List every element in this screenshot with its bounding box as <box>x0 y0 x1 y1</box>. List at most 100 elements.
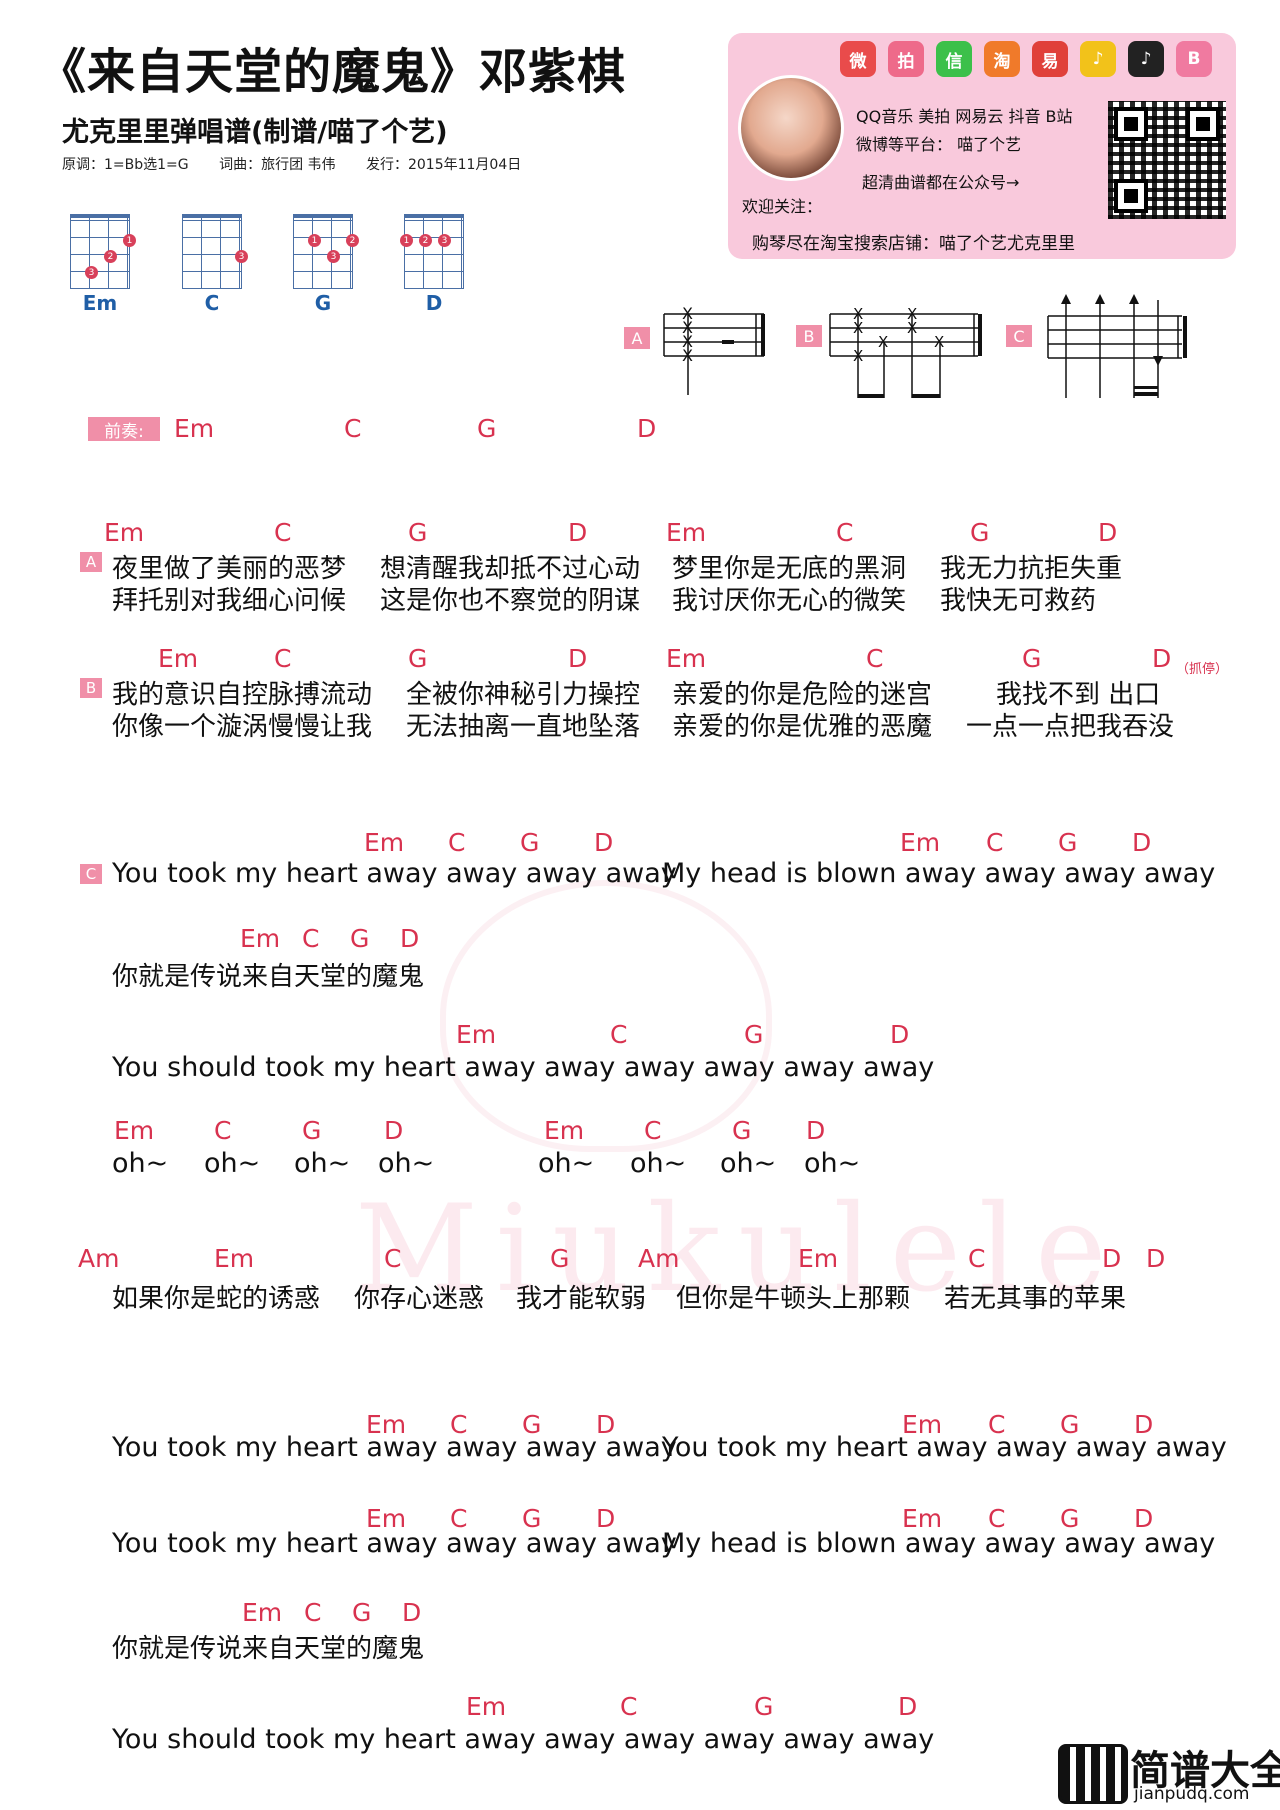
qr-code[interactable] <box>1108 101 1226 219</box>
chord: Em <box>104 518 145 547</box>
intro-label: 前奏: <box>88 417 160 442</box>
lyric: 若无其事的苹果 <box>944 1284 1127 1314</box>
chord: Em <box>902 1410 943 1439</box>
chord: Em <box>366 1504 407 1533</box>
shop-line: 购琴尽在淘宝搜索店铺：喵了个艺尤克里里 <box>752 234 1075 254</box>
strum-label-b: B <box>796 325 822 347</box>
chord: D <box>402 1598 422 1627</box>
lyric: 我才能软弱 <box>516 1284 647 1314</box>
chord: Em <box>900 828 941 857</box>
lyric: 你存心迷惑 <box>354 1284 485 1314</box>
piano-keys-icon <box>1058 1744 1128 1804</box>
lyric: oh~ <box>720 1148 777 1179</box>
lyric: You took my heart away away away away <box>112 1432 677 1463</box>
chord: C <box>968 1244 986 1273</box>
douyin-icon[interactable]: ♪ <box>1128 41 1164 77</box>
weibo-line: 微博等平台： 喵了个艺 <box>856 135 1022 154</box>
chord: G <box>744 1020 764 1049</box>
taobao-icon[interactable]: 淘 <box>984 41 1020 77</box>
lyric: 梦里你是无底的黑洞 <box>672 554 907 584</box>
lyric: My head is blown away away away away <box>662 858 1216 889</box>
lyric: 如果你是蛇的诱惑 <box>112 1284 321 1314</box>
chord-diagram-c: 3 C <box>182 214 248 315</box>
chord: Em <box>174 414 215 443</box>
lyric: 无法抽离一直地坠落 <box>406 712 641 742</box>
lyric: 拜托别对我细心问候 <box>112 586 347 616</box>
bilibili-icon[interactable]: B <box>1176 41 1212 77</box>
chord: G <box>754 1692 774 1721</box>
lyric: 想清醒我却抵不过心动 <box>380 554 641 584</box>
chord: C <box>450 1504 468 1533</box>
chord: D <box>898 1692 918 1721</box>
svg-text:X: X <box>682 304 693 323</box>
chord: D <box>1152 644 1172 673</box>
chord: D <box>1134 1504 1154 1533</box>
lyric: oh~ <box>204 1148 261 1179</box>
chord: D <box>596 1410 616 1439</box>
section-label-c: C <box>80 864 102 884</box>
lyric: 你就是传说来自天堂的魔鬼 <box>112 1634 425 1664</box>
song-meta: 原调：1=Bb选1=G 词曲：旅行团 韦伟 发行：2015年11月04日 <box>62 154 547 174</box>
lyric: oh~ <box>538 1148 595 1179</box>
chord: D <box>384 1116 404 1145</box>
chord: D <box>1146 1244 1166 1273</box>
wechat-icon[interactable]: 信 <box>936 41 972 77</box>
chord: C <box>448 828 466 857</box>
svg-text:X: X <box>853 319 863 337</box>
lyric: oh~ <box>294 1148 351 1179</box>
chord: Em <box>158 644 199 673</box>
chord: G <box>408 518 428 547</box>
lyric: 夜里做了美丽的恶梦 <box>112 554 347 584</box>
chord-diagram-g: 1 2 3 G <box>293 214 359 315</box>
qqmusic-icon[interactable]: ♪ <box>1080 41 1116 77</box>
watermark-text: Miukulele <box>355 1180 1125 1319</box>
chord: D <box>637 414 657 443</box>
chord: Em <box>366 1410 407 1439</box>
chord: C <box>302 924 320 953</box>
netease-icon[interactable]: 易 <box>1032 41 1068 77</box>
chord: Em <box>364 828 405 857</box>
meipai-icon[interactable]: 拍 <box>888 41 924 77</box>
chord: G <box>970 518 990 547</box>
page-subtitle: 尤克里里弹唱谱(制谱/喵了个艺) <box>62 117 448 148</box>
platforms-line: QQ音乐 美拍 网易云 抖音 B站 <box>856 107 1073 126</box>
logo-title: 简谱大全 <box>1130 1748 1280 1794</box>
lyric: oh~ <box>630 1148 687 1179</box>
chord: D <box>568 644 588 673</box>
watermark-mascot <box>440 880 772 1152</box>
svg-text:X: X <box>682 318 693 337</box>
logo-url: jianpudq.com <box>1134 1784 1250 1804</box>
chord: D <box>400 924 420 953</box>
chord: C <box>620 1692 638 1721</box>
chord: D <box>596 1504 616 1533</box>
chord: Em <box>902 1504 943 1533</box>
chord: C <box>988 1410 1006 1439</box>
chord: D <box>806 1116 826 1145</box>
chord: C <box>274 644 292 673</box>
lyric: 我的意识自控脉搏流动 <box>112 680 373 710</box>
welcome-text: 欢迎关注： <box>742 197 823 216</box>
chord: G <box>522 1410 542 1439</box>
site-logo[interactable]: 简谱大全 jianpudq.com <box>1058 1738 1280 1804</box>
chord-name: C <box>204 291 220 315</box>
chord: C <box>988 1504 1006 1533</box>
key-info: 原调：1=Bb选1=G <box>62 157 189 173</box>
chord: D <box>1134 1410 1154 1439</box>
chord: C <box>610 1020 628 1049</box>
promo-panel: 微拍信淘易 ♪ ♪ B QQ音乐 美拍 网易云 抖音 B站 微博等平台： 喵了个艺 超… <box>728 33 1236 259</box>
chord: Em <box>798 1244 839 1273</box>
weibo-icon[interactable]: 微 <box>840 41 876 77</box>
svg-text:X: X <box>907 305 917 323</box>
lyric: 但你是牛顿头上那颗 <box>676 1284 911 1314</box>
lyric: oh~ <box>112 1148 169 1179</box>
chord: C <box>836 518 854 547</box>
lyric: 这是你也不察觉的阴谋 <box>380 586 641 616</box>
chord: Em <box>666 644 707 673</box>
chord: C <box>214 1116 232 1145</box>
lyric: 全被你神秘引力操控 <box>406 680 641 710</box>
chord: G <box>520 828 540 857</box>
chord: C <box>344 414 362 443</box>
svg-text:X: X <box>878 333 888 351</box>
chord: G <box>350 924 370 953</box>
